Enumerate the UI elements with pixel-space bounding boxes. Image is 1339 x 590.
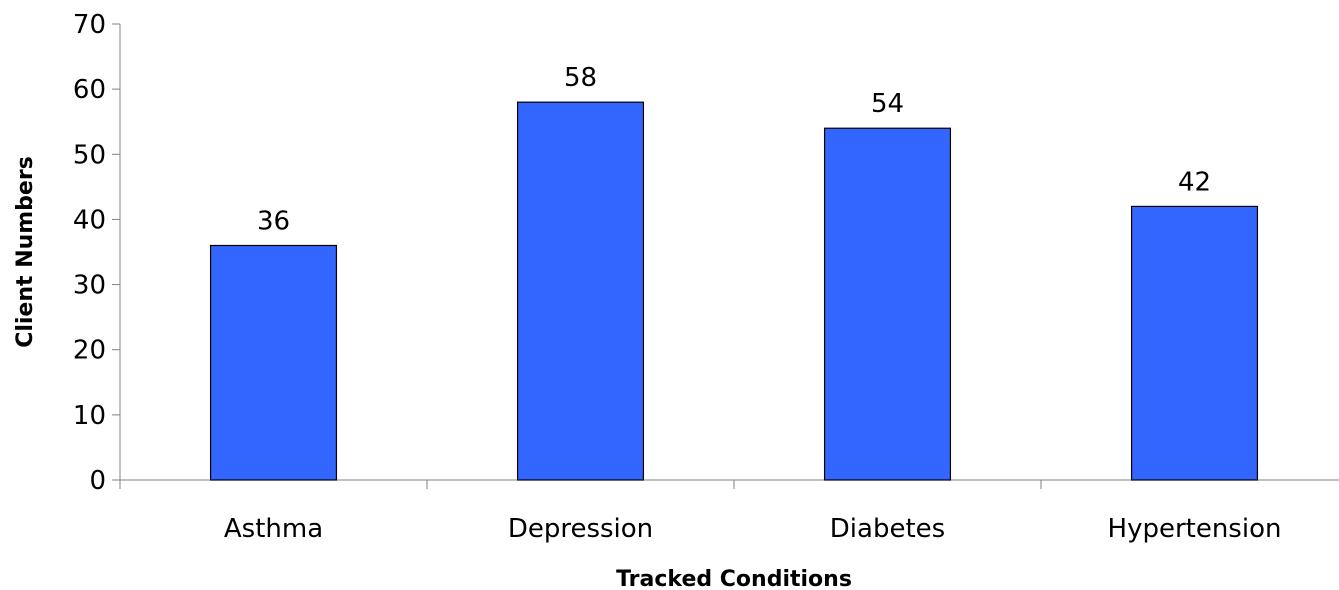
y-tick-label: 60 <box>73 75 106 105</box>
y-tick-label: 10 <box>73 401 106 431</box>
x-ticks: Asthma Depression Diabetes Hypertension <box>119 480 1282 544</box>
y-tick-label: 50 <box>73 140 106 170</box>
x-tick-label: Asthma <box>224 514 323 544</box>
y-tick-label: 0 <box>89 466 106 496</box>
x-tick-label: Depression <box>508 514 653 544</box>
y-tick-label: 70 <box>73 10 106 40</box>
bar <box>516 101 645 481</box>
bar <box>209 244 338 481</box>
y-tick-label: 30 <box>73 271 106 301</box>
y-axis-title: Client Numbers <box>13 156 38 348</box>
bar <box>1130 205 1259 481</box>
y-tick-label: 20 <box>73 336 106 366</box>
bar <box>823 127 952 481</box>
data-label: 36 <box>257 206 290 236</box>
x-axis: Asthma Depression Diabetes Hypertension <box>119 479 1339 544</box>
y-ticks: 0 10 20 30 40 50 60 70 <box>73 10 120 496</box>
data-label: 54 <box>871 89 904 119</box>
y-axis: 0 10 20 30 40 50 60 70 <box>73 10 121 496</box>
y-tick-label: 40 <box>73 205 106 235</box>
data-label: 42 <box>1178 167 1211 197</box>
x-tick-label: Hypertension <box>1108 514 1282 544</box>
x-axis-title: Tracked Conditions <box>616 567 852 590</box>
x-tick-label: Diabetes <box>830 514 945 544</box>
data-labels: 36 58 54 42 <box>257 63 1211 236</box>
data-label: 58 <box>564 63 597 93</box>
bars <box>209 101 1259 481</box>
